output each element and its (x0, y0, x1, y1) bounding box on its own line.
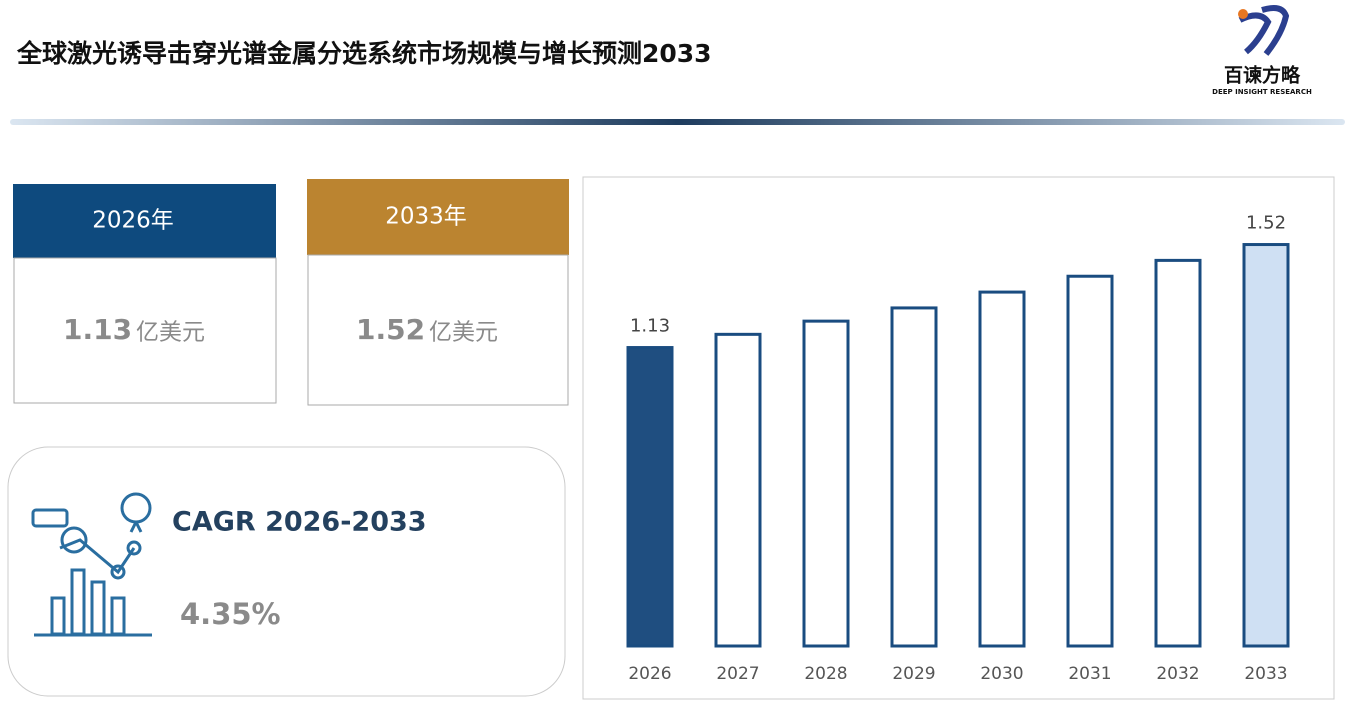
bar (1154, 258, 1202, 648)
header-rule (10, 119, 1345, 125)
bar (714, 332, 762, 648)
card-unit: 亿美元 (429, 320, 498, 346)
value-label: 1.13 (630, 316, 670, 337)
bar (1242, 243, 1290, 648)
bar (890, 306, 938, 648)
x-tick-label: 2032 (1156, 664, 1199, 684)
x-tick-label: 2030 (980, 664, 1023, 684)
card-body (307, 254, 569, 406)
cagr-box (7, 446, 566, 697)
x-tick-label: 2033 (1244, 664, 1287, 684)
card-header (13, 184, 276, 258)
logo-tagline: DEEP INSIGHT RESEARCH (1212, 88, 1312, 96)
card-header (307, 179, 569, 255)
x-tick-label: 2031 (1068, 664, 1111, 684)
card-value: 1.13 (63, 313, 132, 346)
cagr-icon (31, 492, 152, 637)
logo-dot (1238, 9, 1248, 19)
logo: 百谏方略 DEEP INSIGHT RESEARCH (1212, 5, 1312, 96)
cagr-value: 4.35% (180, 597, 281, 631)
card-unit: 亿美元 (136, 320, 205, 346)
card-body (13, 257, 277, 404)
bar (1066, 274, 1114, 648)
x-tick-label: 2028 (804, 664, 847, 684)
card-year: 2033年 (385, 204, 467, 230)
x-tick-label: 2026 (628, 664, 671, 684)
logo-name: 百谏方略 (1224, 64, 1301, 87)
cagr-label: CAGR 2026-2033 (172, 507, 427, 538)
logo-mark (1238, 5, 1290, 56)
bar (978, 290, 1026, 648)
x-tick-label: 2027 (716, 664, 759, 684)
bar (802, 319, 850, 648)
card-value: 1.52 (356, 313, 425, 346)
value-label: 1.52 (1246, 213, 1286, 234)
bar (626, 346, 674, 648)
card-year: 2026年 (92, 208, 174, 234)
x-tick-label: 2029 (892, 664, 935, 684)
page-title: 全球激光诱导击穿光谱金属分选系统市场规模与增长预测2033 (16, 39, 712, 68)
chart-panel (582, 176, 1335, 700)
